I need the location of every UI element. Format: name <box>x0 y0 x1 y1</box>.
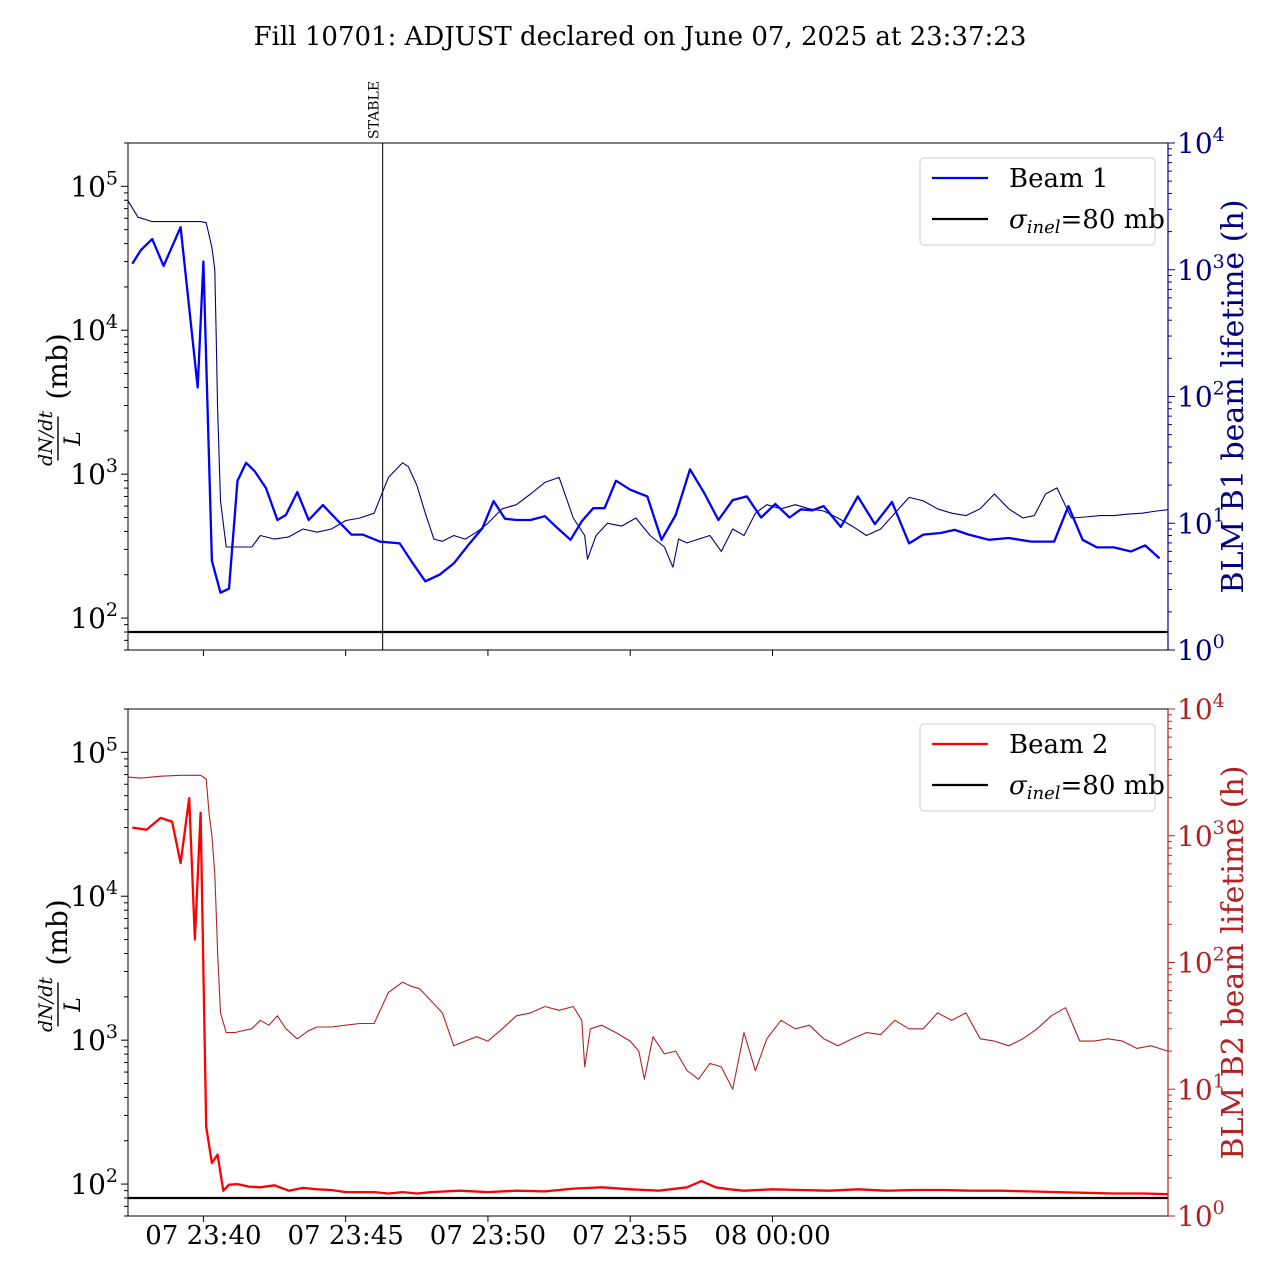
stable-marker-label: STABLE <box>367 81 383 139</box>
blm-lifetime-series-line <box>127 774 1169 1090</box>
left-y-label-denominator: L <box>61 997 86 1013</box>
left-y-axis-label: dN/dt L (mb) <box>35 899 86 1032</box>
figure-title: Fill 10701: ADJUST declared on June 07, … <box>254 22 1027 52</box>
right-y-tick-label: 100 <box>1177 631 1225 667</box>
beam-series-line <box>132 797 1169 1196</box>
right-y-tick-label: 104 <box>1177 124 1225 160</box>
right-y-tick-label: 100 <box>1177 1197 1225 1233</box>
legend-reference-label: σinel=80 mb <box>1009 205 1165 238</box>
x-tick-label: 07 23:55 <box>572 1221 688 1251</box>
right-y-axis-label: BLM B1 beam lifetime (h) <box>1216 200 1251 594</box>
right-y-tick-label: 101 <box>1177 1070 1225 1106</box>
left-y-tick-label: 103 <box>70 455 118 491</box>
legend-box <box>919 157 1156 246</box>
left-y-label-unit: (mb) <box>41 333 74 399</box>
beam-series-line <box>131 226 1161 594</box>
left-y-tick-label: 105 <box>70 167 118 203</box>
left-y-label-numerator: dN/dt <box>35 411 57 466</box>
left-y-tick-label: 104 <box>70 311 118 347</box>
left-y-label-denominator: L <box>61 431 86 447</box>
legend-beam-label: Beam 1 <box>1009 164 1108 194</box>
x-tick-label: 08 00:00 <box>714 1221 830 1251</box>
legend-box <box>919 723 1156 812</box>
legend-reference-label: σinel=80 mb <box>1009 771 1165 804</box>
left-y-tick-label: 102 <box>70 1165 118 1201</box>
left-y-label-numerator: dN/dt <box>35 977 57 1032</box>
right-y-axis-label: BLM B2 beam lifetime (h) <box>1216 766 1251 1160</box>
right-y-tick-label: 102 <box>1177 378 1225 414</box>
top-panel: 102 103 104 105 100 101 102 103 104 STABLE dN/dt L (… <box>35 81 1251 667</box>
right-y-tick-label: 104 <box>1177 690 1225 726</box>
blm-lifetime-series-line <box>127 200 1169 568</box>
x-tick-label: 07 23:45 <box>288 1221 404 1251</box>
bottom-panel: 102 103 104 105 100 101 102 103 104 dN/dt L (mb) BLM… <box>35 690 1251 1251</box>
left-y-label-unit: (mb) <box>41 899 74 965</box>
left-y-tick-label: 103 <box>70 1021 118 1057</box>
right-y-tick-label: 103 <box>1177 251 1225 287</box>
left-y-tick-label: 104 <box>70 877 118 913</box>
right-y-tick-label: 103 <box>1177 817 1225 853</box>
right-y-tick-label: 102 <box>1177 944 1225 980</box>
x-tick-label: 07 23:40 <box>145 1221 261 1251</box>
left-y-axis-label: dN/dt L (mb) <box>35 333 86 466</box>
left-y-tick-label: 105 <box>70 733 118 769</box>
x-tick-label: 07 23:50 <box>430 1221 546 1251</box>
right-y-tick-label: 101 <box>1177 504 1225 540</box>
legend-beam-label: Beam 2 <box>1009 730 1108 760</box>
left-y-tick-label: 102 <box>70 599 118 635</box>
